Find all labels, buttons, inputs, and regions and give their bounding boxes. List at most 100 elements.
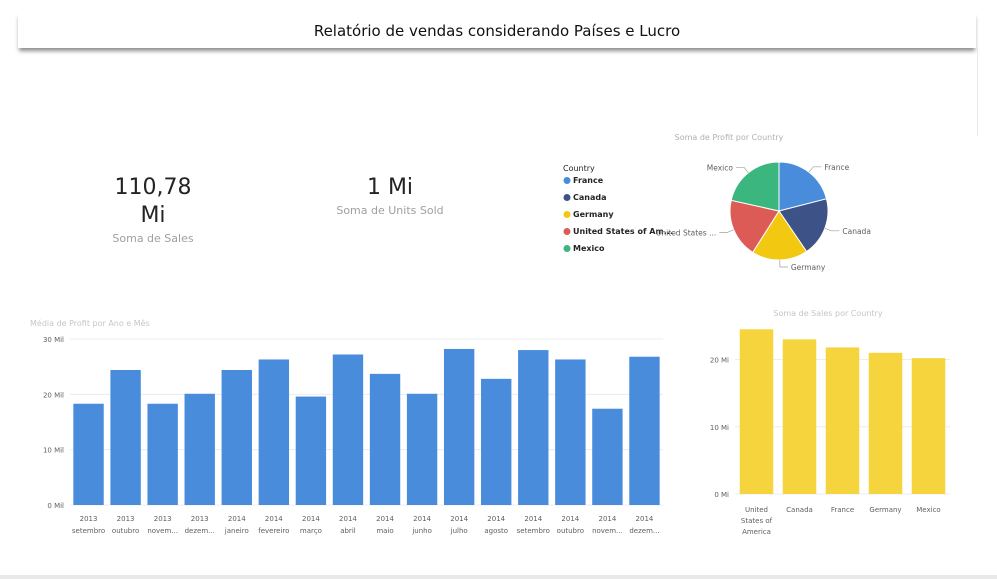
x-tick-label: America <box>742 528 771 536</box>
legend-marker <box>563 177 571 184</box>
x-tick-label: 2013 <box>117 515 135 523</box>
x-tick-label: 2014 <box>339 515 357 523</box>
bar[interactable] <box>73 403 104 505</box>
x-tick-label: 2014 <box>487 515 505 523</box>
legend-item[interactable]: Germany <box>573 210 614 219</box>
x-tick-label: 2014 <box>598 515 616 523</box>
sales-chart-title: Soma de Sales por Country <box>773 309 882 318</box>
pie-slice[interactable] <box>729 199 780 254</box>
x-tick-label: 2014 <box>524 515 542 523</box>
pie-chart-title: Soma de Profit por Country <box>675 133 784 142</box>
bar[interactable] <box>295 396 327 505</box>
kpi-card-sales[interactable]: 110,78 Mi Soma de Sales <box>100 174 206 245</box>
pie-slice[interactable] <box>778 198 829 253</box>
x-tick-label: novem... <box>592 527 623 535</box>
x-tick-label: janeiro <box>224 527 249 535</box>
x-tick-label: 2013 <box>154 515 172 523</box>
x-tick-label: 2014 <box>376 515 394 523</box>
bar[interactable] <box>443 348 475 505</box>
pie-slice-label: Germany <box>791 263 826 272</box>
legend-item[interactable]: United States of Am... <box>573 227 673 236</box>
legend-marker <box>563 194 571 201</box>
x-tick-label: France <box>831 506 854 514</box>
bar[interactable] <box>332 354 364 505</box>
x-tick-label: setembro <box>72 527 105 535</box>
divider <box>977 48 978 136</box>
bar[interactable] <box>629 356 660 505</box>
bar[interactable] <box>184 393 215 505</box>
legend-item[interactable]: France <box>573 176 604 185</box>
x-tick-label: United <box>745 506 768 514</box>
bar[interactable] <box>555 359 586 505</box>
y-tick-label: 10 Mil <box>43 447 64 455</box>
x-tick-label: julho <box>450 527 468 535</box>
pie-leader-line <box>779 259 788 268</box>
pie-chart[interactable]: Soma de Profit por Country Country Franc… <box>563 133 871 272</box>
y-tick-label: 10 Mi <box>710 424 729 432</box>
x-tick-label: fevereiro <box>258 527 289 535</box>
x-tick-label: maio <box>376 527 393 535</box>
kpi-label: Soma de Sales <box>112 232 194 245</box>
x-tick-label: outubro <box>112 527 139 535</box>
legend-marker <box>563 245 571 252</box>
profit-bars <box>73 348 660 505</box>
bar[interactable] <box>868 352 903 494</box>
bar[interactable] <box>825 347 860 494</box>
kpi-card-units[interactable]: 1 Mi Soma de Units Sold <box>330 174 450 217</box>
x-tick-label: 2014 <box>561 515 579 523</box>
x-tick-label: Canada <box>786 506 813 514</box>
x-tick-label: Mexico <box>916 506 940 514</box>
bar[interactable] <box>481 378 512 505</box>
sales-bar-chart[interactable]: Soma de Sales por Country 0 Mi 10 Mi 20 Mi… <box>710 309 950 536</box>
bar[interactable] <box>258 359 290 505</box>
profit-bar-chart[interactable]: Média de Profit por Ano e Mês 0 Mil 10 Mi… <box>30 318 663 535</box>
bar[interactable] <box>221 369 252 505</box>
bar[interactable] <box>369 373 401 505</box>
report-title: Relatório de vendas considerando Países … <box>313 22 681 40</box>
legend-marker <box>563 211 571 218</box>
pie-leader-line <box>719 229 734 233</box>
x-tick-label: junho <box>411 527 432 535</box>
x-tick-label: setembro <box>517 527 550 535</box>
bar[interactable] <box>147 403 178 505</box>
pie-slice-label: United States ... <box>656 228 716 237</box>
x-tick-label: março <box>300 527 322 535</box>
profit-x-labels: 2013 setembro 2013 outubro 2013 novem... 2013 d… <box>72 515 660 535</box>
legend-marker <box>563 228 571 235</box>
legend-title: Country <box>563 164 595 173</box>
pie-slice-label: France <box>824 163 849 172</box>
pie-legend: France Canada Germany United States of Am..… <box>563 176 673 253</box>
x-tick-label: novem... <box>147 527 178 535</box>
y-tick-label: 0 Mi <box>714 491 729 499</box>
pie-leader-line <box>736 166 749 174</box>
y-tick-label: 0 Mil <box>47 502 64 510</box>
bar[interactable] <box>406 393 438 505</box>
pie-slice-label: Mexico <box>707 163 734 172</box>
x-tick-label: Germany <box>869 506 901 514</box>
bar[interactable] <box>911 358 946 494</box>
x-tick-label: States of <box>741 517 773 525</box>
pie-slice[interactable] <box>752 210 808 261</box>
bar[interactable] <box>739 329 774 494</box>
x-tick-label: 2014 <box>302 515 320 523</box>
legend-item[interactable]: Mexico <box>573 244 605 253</box>
y-tick-label: 30 Mil <box>43 336 64 344</box>
pie-leader-line <box>808 166 822 173</box>
bar[interactable] <box>592 408 623 505</box>
legend-item[interactable]: Canada <box>573 193 607 202</box>
kpi-value: 110,78 Mi <box>114 175 192 228</box>
bar[interactable] <box>782 339 817 494</box>
x-tick-label: 2013 <box>80 515 98 523</box>
x-tick-label: agosto <box>484 527 508 535</box>
x-tick-label: 2014 <box>450 515 468 523</box>
x-tick-label: 2014 <box>413 515 431 523</box>
y-tick-label: 20 Mi <box>710 357 729 365</box>
sales-bars <box>739 329 946 494</box>
x-tick-label: abril <box>340 527 356 535</box>
pie-slice-label: Canada <box>842 227 871 236</box>
profit-chart-title: Média de Profit por Ano e Mês <box>30 318 150 328</box>
bar[interactable] <box>518 350 549 505</box>
bar[interactable] <box>110 369 141 505</box>
pie-labels: France Canada Germany United States ... Mexi… <box>656 163 871 272</box>
